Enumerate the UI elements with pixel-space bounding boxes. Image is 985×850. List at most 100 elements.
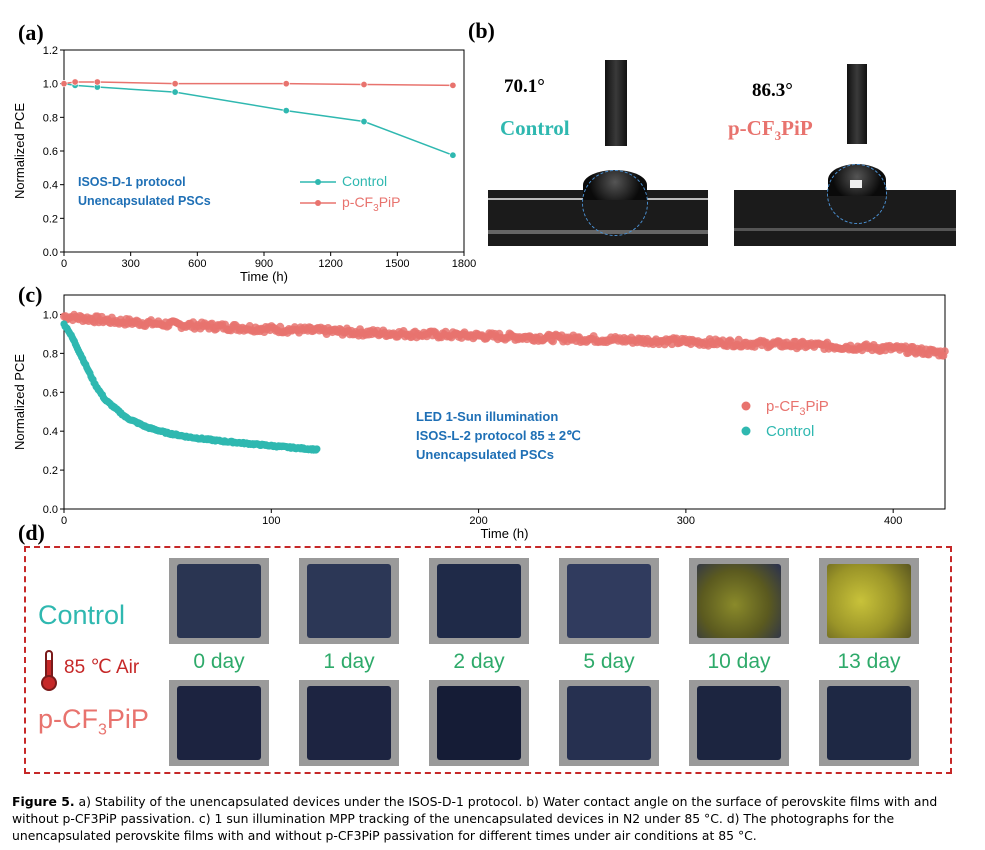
- y-tick-label: 0.4: [43, 426, 58, 438]
- legend-label-pcf3pip: p-CF3PiP: [342, 194, 400, 214]
- data-point-Control: [360, 118, 368, 126]
- x-tick-label: 200: [469, 515, 487, 527]
- day-label: 1 day: [323, 650, 375, 673]
- annotation-line: ISOS-L-2 protocol 85 ± 2℃: [416, 428, 581, 443]
- photo-panel: Control 85 ℃ Air p-CF3PiP 0 day 1 day 2 da…: [24, 546, 952, 774]
- legend-label-pcf3pip: p-CF3PiP: [766, 398, 829, 418]
- condition-label: 85 ℃ Air: [64, 657, 140, 678]
- control-row-label: Control: [38, 600, 126, 630]
- control-film: [177, 564, 261, 638]
- x-axis-label: Time (h): [240, 269, 288, 284]
- data-point-p-CF3PiP: [449, 81, 457, 89]
- control-film-photo: [299, 558, 399, 644]
- control-needle: [605, 60, 627, 146]
- caption-figure-number: Figure 5.: [12, 794, 75, 809]
- y-axis-label: Normalized PCE: [12, 354, 27, 450]
- figure-caption: Figure 5. a) Stability of the unencapsul…: [12, 793, 972, 844]
- legend-marker-control: [741, 426, 751, 436]
- plot-frame: [63, 49, 465, 253]
- x-tick-label: 300: [677, 515, 695, 527]
- day-label: 5 day: [583, 650, 635, 673]
- pcf3pip-film: [307, 686, 391, 760]
- data-point-p-CF3PiP: [171, 80, 179, 88]
- x-tick-label: 300: [121, 258, 139, 270]
- data-point-Control: [449, 151, 457, 159]
- pcf3pip-film-photo: [169, 680, 269, 766]
- data-point-p-CF3PiP: [93, 78, 101, 86]
- series-line-p-CF3PiP: [63, 81, 453, 87]
- data-point-pcf3pip: [940, 347, 949, 356]
- y-tick-label: 0.2: [43, 213, 58, 225]
- control-contact-angle: 70.1°: [504, 76, 545, 97]
- day-label: 10 day: [707, 650, 771, 673]
- data-point-p-CF3PiP: [360, 81, 368, 89]
- series-line-Control: [63, 82, 454, 156]
- legend-label-control: Control: [342, 173, 387, 189]
- x-tick-label: 400: [884, 515, 902, 527]
- pcf3pip-film: [827, 686, 911, 760]
- legend-marker-p-CF3PiP: [315, 200, 321, 206]
- day-label: 0 day: [193, 650, 245, 673]
- control-film: [697, 564, 781, 638]
- panel-d-label: (d): [18, 520, 45, 545]
- control-film-photo: [819, 558, 919, 644]
- x-tick-label: 1200: [318, 258, 342, 270]
- y-tick-label: 1.0: [43, 309, 58, 321]
- panel-c-label: (c): [18, 282, 43, 307]
- contact-angle-panel: 70.1° Control 86.3° p-CF3PiP: [488, 40, 958, 255]
- annotation-line: LED 1-Sun illumination: [416, 409, 558, 424]
- x-tick-label: 1800: [452, 258, 476, 270]
- chart-c: 0 100 200 300 400 0.0 0.2 0.4 0.6 0.8 1.0 Time (h) N…: [12, 294, 949, 541]
- control-film: [567, 564, 651, 638]
- pcf3pip-film: [567, 686, 651, 760]
- x-tick-label: 900: [255, 258, 273, 270]
- x-axis-label: Time (h): [481, 526, 529, 541]
- y-tick-label: 0.2: [43, 465, 58, 477]
- annotation-line: Unencapsulated PSCs: [416, 447, 554, 462]
- y-tick-label: 0.4: [43, 180, 58, 192]
- pcf3pip-contact-angle: 86.3°: [752, 80, 793, 101]
- data-point-control: [313, 445, 321, 453]
- thermometer-icon: [40, 650, 58, 692]
- control-film: [437, 564, 521, 638]
- control-film-photo: [169, 558, 269, 644]
- pcf3pip-film: [437, 686, 521, 760]
- annotation-line: Unencapsulated PSCs: [78, 194, 211, 208]
- y-tick-label: 0.8: [43, 348, 58, 360]
- x-tick-label: 100: [262, 515, 280, 527]
- x-tick-label: 0: [61, 515, 67, 527]
- legend-marker-Control: [315, 179, 321, 185]
- plot-frame: [63, 294, 946, 510]
- chart-a: 0 300 600 900 1200 1500 1800 0.0 0.2 0.4 0.6 0.8 1.0…: [12, 45, 476, 284]
- pcf3pip-film-photo: [299, 680, 399, 766]
- pcf3pip-film-photo: [819, 680, 919, 766]
- control-fit-circle: [582, 170, 648, 236]
- caption-text: a) Stability of the unencapsulated devic…: [12, 794, 938, 843]
- x-tick-label: 1500: [385, 258, 409, 270]
- y-tick-label: 1.0: [43, 79, 58, 91]
- y-tick-label: 0.8: [43, 112, 58, 124]
- x-tick-label: 0: [61, 258, 67, 270]
- annotation-line: ISOS-D-1 protocol: [78, 175, 186, 189]
- data-point-p-CF3PiP: [282, 80, 290, 88]
- pcf3pip-film-photo: [689, 680, 789, 766]
- control-film-photo: [689, 558, 789, 644]
- y-axis-label: Normalized PCE: [12, 103, 27, 199]
- y-tick-label: 0.0: [43, 247, 58, 259]
- pcf3pip-row-label: p-CF3PiP: [38, 704, 149, 739]
- data-point-p-CF3PiP: [60, 80, 68, 88]
- panel-a-label: (a): [18, 20, 44, 45]
- pcf3pip-film: [177, 686, 261, 760]
- data-point-Control: [282, 107, 290, 115]
- legend-marker-pcf3pip: [741, 401, 751, 411]
- legend-label-control: Control: [766, 423, 814, 440]
- day-label: 2 day: [453, 650, 505, 673]
- y-tick-label: 1.2: [43, 45, 58, 57]
- y-tick-label: 0.6: [43, 146, 58, 158]
- control-film-photo: [429, 558, 529, 644]
- pcf3pip-fit-circle: [827, 164, 887, 224]
- control-image-label: Control: [500, 116, 570, 140]
- y-tick-label: 0.6: [43, 387, 58, 399]
- data-point-p-CF3PiP: [71, 78, 79, 86]
- pcf3pip-needle: [847, 64, 867, 144]
